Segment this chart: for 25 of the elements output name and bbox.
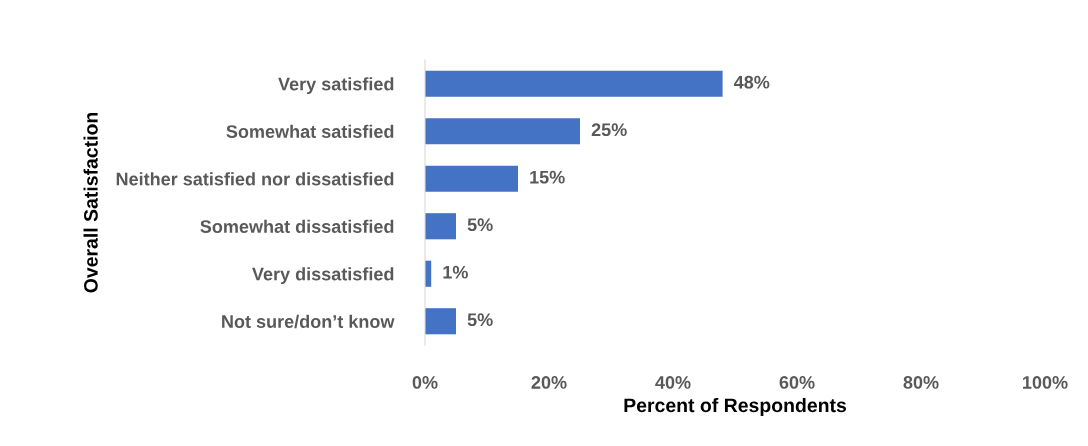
y-tick-label: Very dissatisfied <box>252 267 394 285</box>
y-tick-label: Very satisfied <box>278 77 394 95</box>
x-tick-label: 80% <box>903 376 939 389</box>
y-axis-title: Overall Satisfaction <box>83 112 98 293</box>
y-tick-label: Somewhat dissatisfied <box>200 219 394 233</box>
bar <box>425 213 456 240</box>
bar <box>425 70 723 97</box>
x-tick-label: 100% <box>1023 376 1068 389</box>
x-tick-label: 0% <box>412 376 438 389</box>
x-tick-label: 20% <box>531 376 567 389</box>
y-tick-label: Neither satisfied nor dissatisfied <box>116 172 394 186</box>
y-tick-label: Somewhat satisfied <box>226 124 394 138</box>
data-label: 5% <box>467 218 493 232</box>
y-tick-label: Not sure/don’t know <box>222 314 395 329</box>
bar <box>425 118 580 145</box>
data-label: 48% <box>733 75 770 89</box>
data-label: 5% <box>467 313 493 327</box>
bar <box>425 308 456 335</box>
x-axis-title: Percent of Respondents <box>624 397 847 417</box>
data-label: 25% <box>591 123 627 137</box>
x-tick-label: 40% <box>655 376 691 389</box>
data-label: 15% <box>530 170 565 184</box>
bar <box>425 165 518 192</box>
data-label: 1% <box>443 265 468 279</box>
x-tick-label: 60% <box>779 376 815 389</box>
